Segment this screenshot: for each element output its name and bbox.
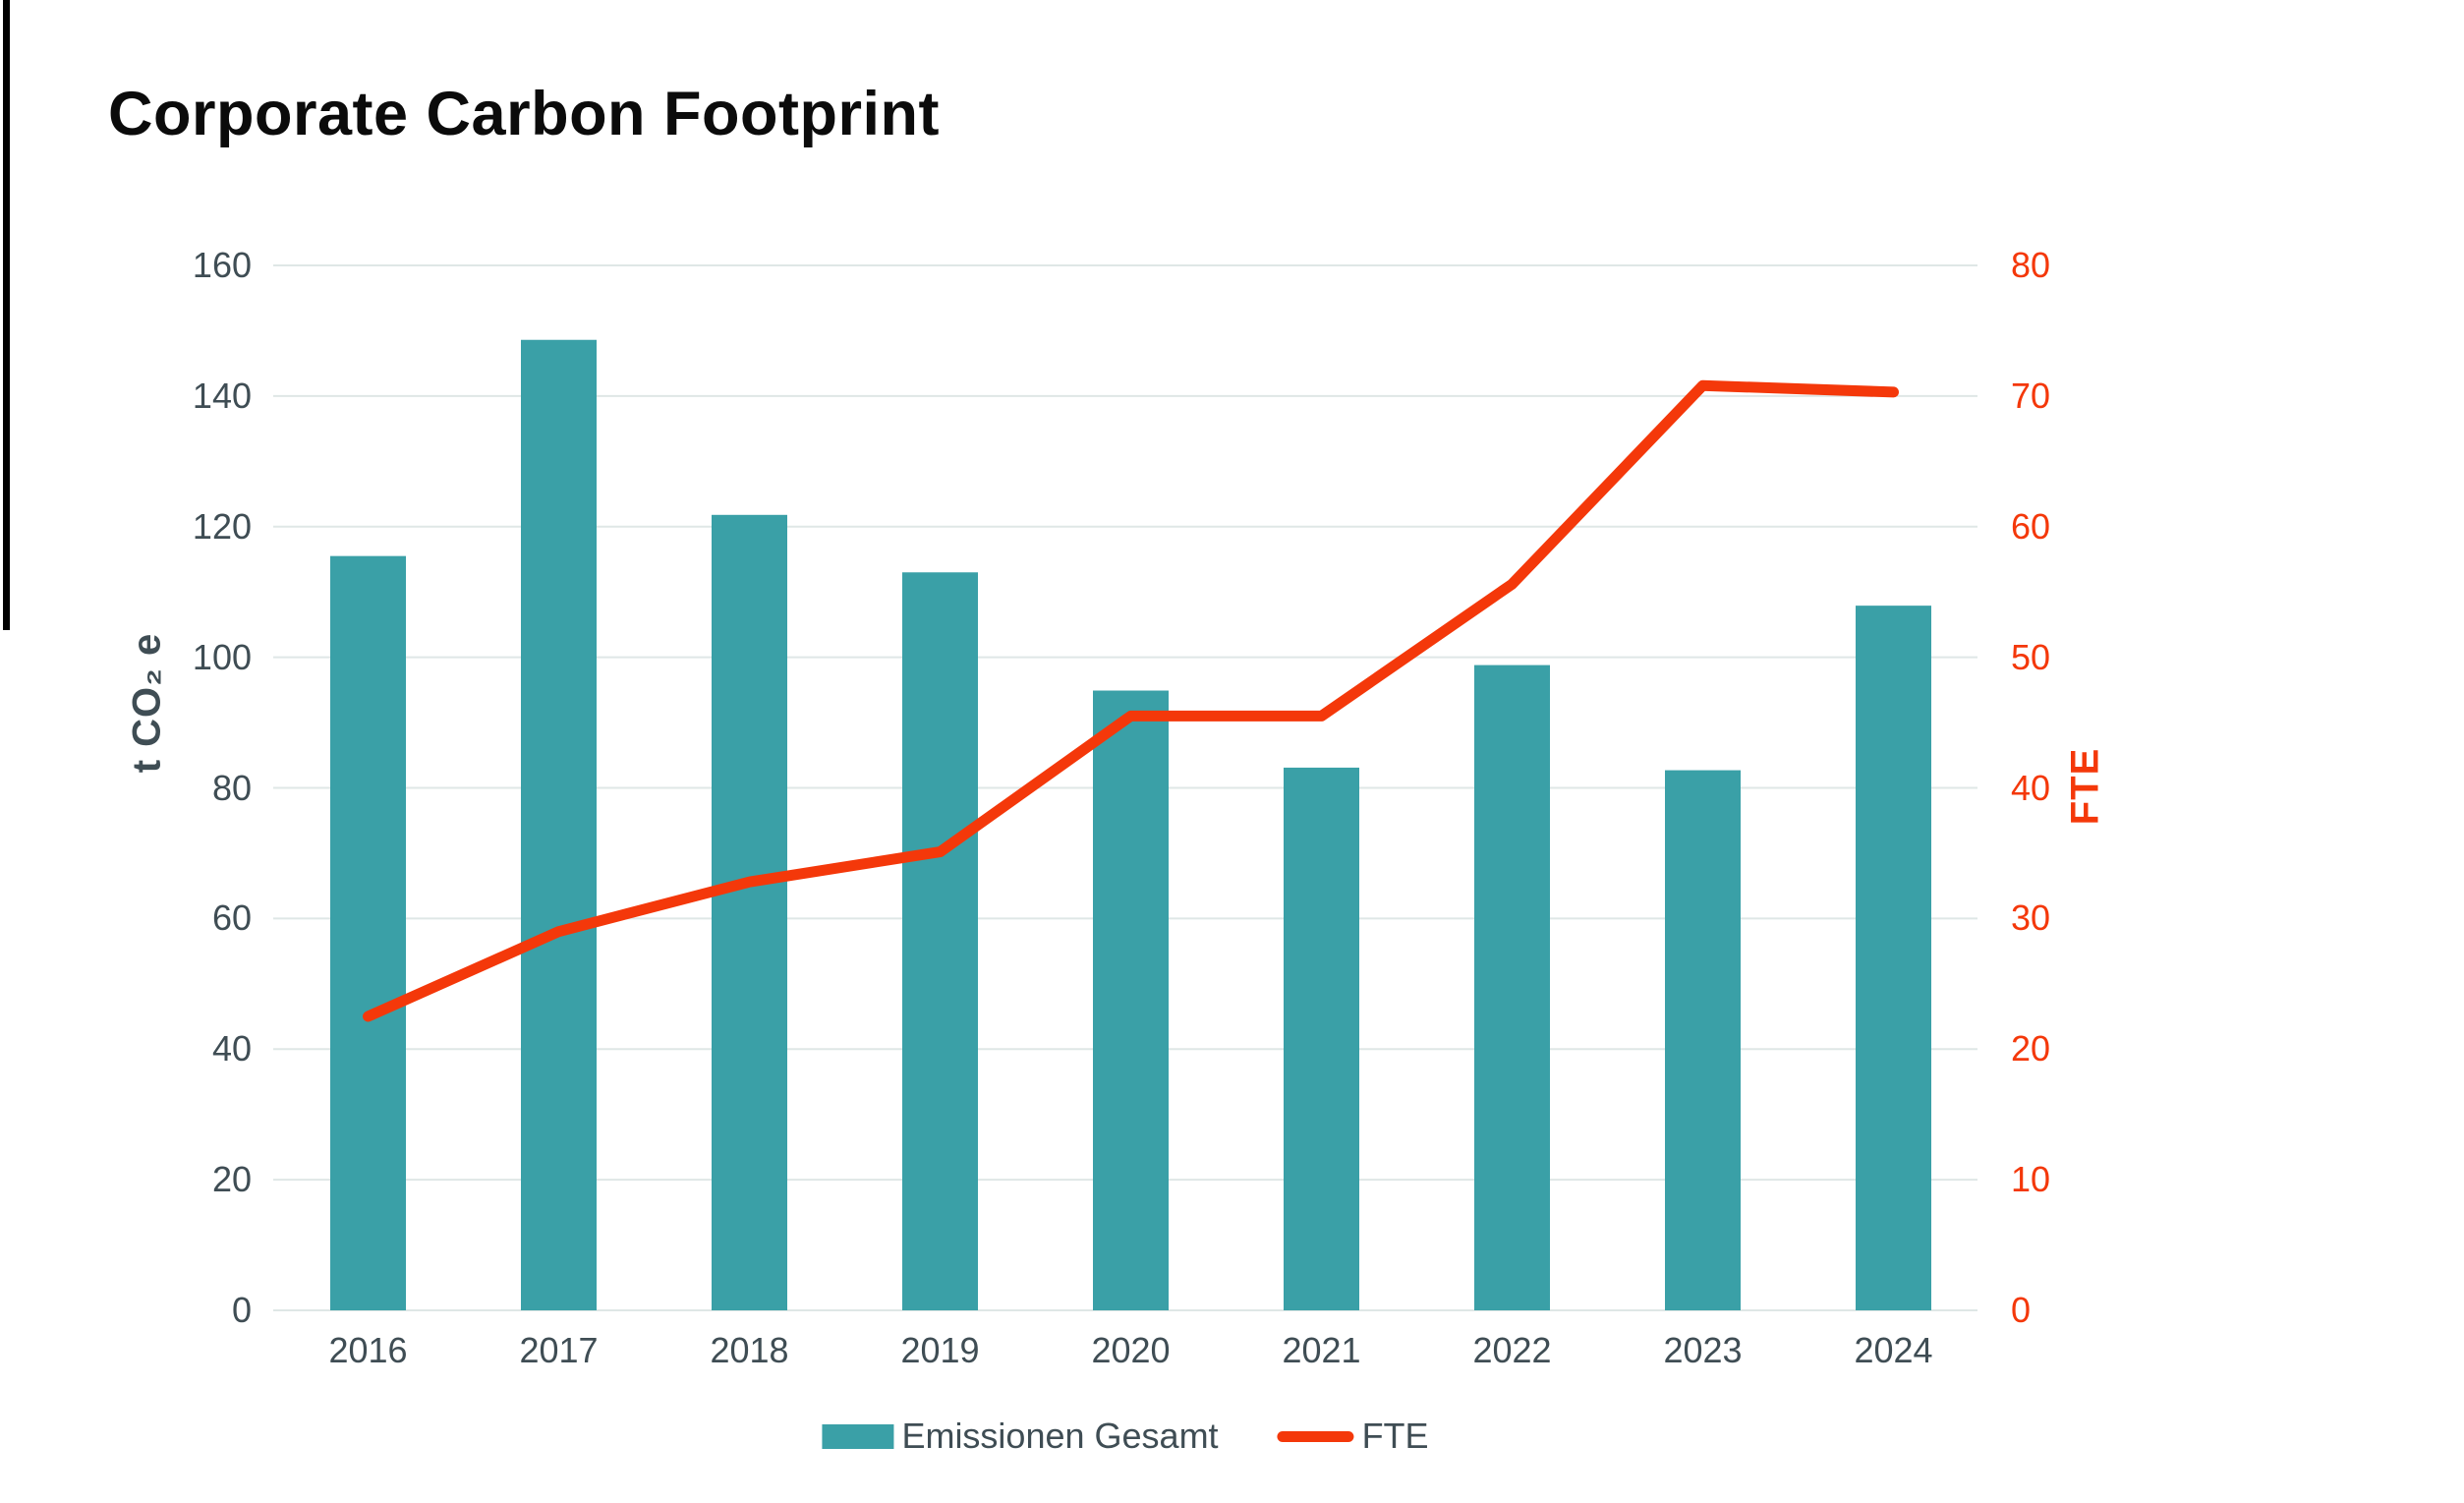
right-tick-20: 20 (2011, 1028, 2051, 1069)
legend-bar-swatch (822, 1423, 894, 1449)
fte-line (363, 379, 1899, 1022)
left-tick-160: 160 (192, 245, 252, 285)
left-tick-100: 100 (192, 636, 252, 677)
left-tick-60: 60 (211, 897, 252, 939)
x-tick-2020: 2020 (1091, 1330, 1171, 1370)
bar-2022 (1474, 665, 1550, 1310)
page-edge-line (3, 0, 10, 630)
x-tick-2021: 2021 (1282, 1330, 1361, 1370)
x-tick-2024: 2024 (1854, 1330, 1933, 1370)
right-tick-60: 60 (2011, 505, 2051, 547)
bar-2018 (712, 514, 787, 1310)
x-tick-2016: 2016 (328, 1330, 408, 1370)
x-tick-2018: 2018 (710, 1330, 789, 1370)
right-tick-30: 30 (2011, 897, 2051, 939)
bar-2023 (1665, 770, 1741, 1310)
bar-2016 (330, 555, 406, 1310)
legend-bar-label: Emissionen Gesamt (901, 1416, 1219, 1456)
right-tick-80: 80 (2011, 245, 2051, 285)
right-tick-0: 0 (2011, 1290, 2032, 1330)
legend-line-label: FTE (1361, 1416, 1429, 1456)
chart-title: Corporate Carbon Footprint (108, 80, 940, 148)
bar-2020 (1093, 690, 1169, 1310)
left-tick-80: 80 (211, 767, 252, 808)
bar-series (330, 339, 1931, 1310)
x-tick-2022: 2022 (1472, 1330, 1552, 1370)
left-axis-title: t CO₂ e (125, 632, 169, 774)
x-tick-2023: 2023 (1663, 1330, 1743, 1370)
bar-2024 (1856, 606, 1931, 1310)
x-tick-2019: 2019 (900, 1330, 980, 1370)
left-tick-120: 120 (192, 505, 252, 547)
bar-2017 (521, 339, 597, 1310)
right-tick-50: 50 (2011, 636, 2051, 677)
legend-line-swatch-icon (1277, 1430, 1354, 1442)
bar-2019 (902, 572, 978, 1310)
right-tick-40: 40 (2011, 767, 2051, 808)
bar-2021 (1284, 767, 1359, 1310)
left-tick-20: 20 (211, 1159, 252, 1200)
right-axis-title: FTE (2063, 747, 2107, 826)
left-tick-40: 40 (211, 1028, 252, 1069)
x-tick-2017: 2017 (519, 1330, 599, 1370)
line-series (363, 379, 1899, 1022)
right-tick-10: 10 (2011, 1159, 2051, 1200)
left-tick-140: 140 (192, 375, 252, 416)
right-tick-70: 70 (2011, 375, 2051, 416)
legend: Emissionen Gesamt FTE (822, 1416, 1429, 1457)
left-tick-0: 0 (231, 1290, 252, 1330)
